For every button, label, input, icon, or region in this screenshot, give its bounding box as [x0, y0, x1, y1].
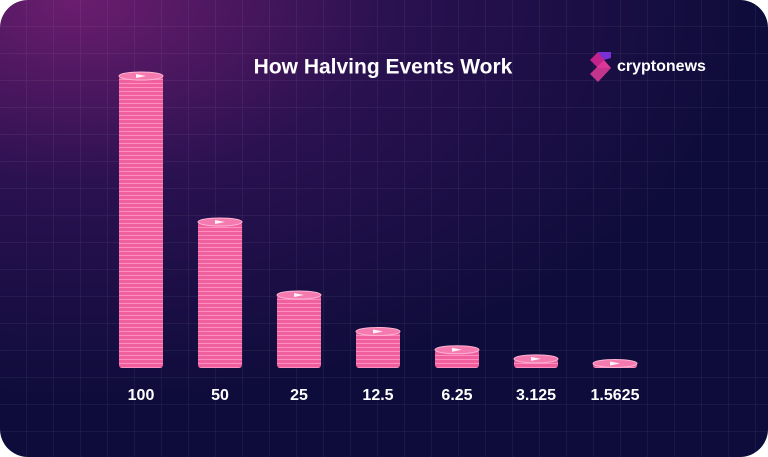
value-label: 3.125: [516, 387, 556, 404]
value-label: 1.5625: [591, 387, 640, 404]
value-label: 25: [290, 387, 308, 404]
bar: [198, 222, 242, 368]
value-label: 100: [128, 387, 155, 404]
coin-emblem: [215, 220, 225, 224]
value-label: 6.25: [441, 387, 472, 404]
coin-emblem: [294, 293, 304, 297]
bar: [356, 331, 400, 368]
coin-emblem: [610, 361, 620, 366]
coin-emblem: [452, 347, 462, 352]
logo-text: cryptonews: [617, 58, 706, 75]
coin-emblem: [531, 356, 541, 361]
bar: [119, 76, 163, 368]
chart-title: How Halving Events Work: [254, 56, 513, 79]
value-label: 12.5: [362, 387, 393, 404]
value-label: 50: [211, 387, 229, 404]
bar: [435, 349, 479, 368]
logo-icon: [590, 52, 611, 82]
bar: [277, 295, 321, 368]
coin-emblem: [136, 74, 146, 78]
coin-emblem: [373, 329, 383, 334]
